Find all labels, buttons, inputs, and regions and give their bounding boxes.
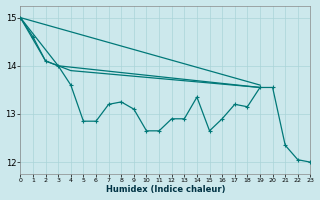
X-axis label: Humidex (Indice chaleur): Humidex (Indice chaleur) xyxy=(106,185,225,194)
